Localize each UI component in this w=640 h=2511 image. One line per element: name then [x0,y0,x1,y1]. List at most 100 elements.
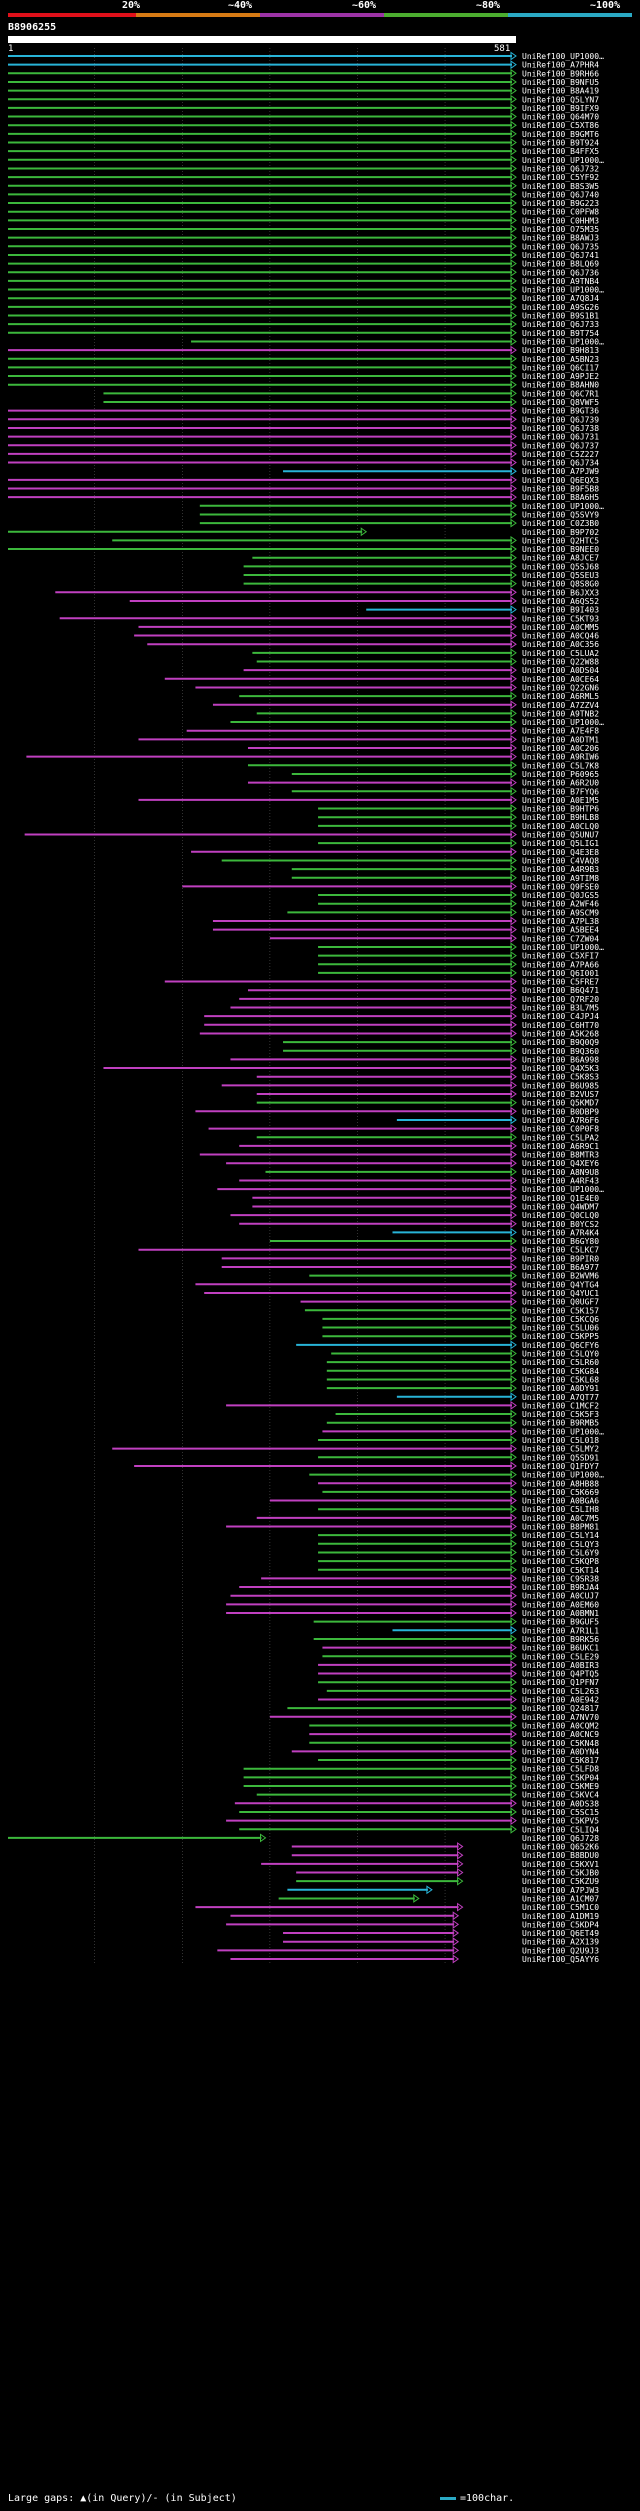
alignment-row[interactable]: UniRef100_Q6J734 [8,458,599,468]
alignment-row[interactable]: UniRef100_B2WVM6 [309,1271,599,1281]
alignment-row[interactable]: UniRef100_A7E4F8 [186,726,600,736]
hit-label[interactable]: UniRef100_B9G223 [522,199,599,208]
hit-label[interactable]: UniRef100_B9IFX9 [522,104,599,113]
hit-label[interactable]: UniRef100_UP1000… [522,1185,604,1194]
hit-label[interactable]: UniRef100_C4VAQ8 [522,856,599,865]
alignment-row[interactable]: UniRef100_C5L018 [318,1435,599,1445]
alignment-row[interactable]: UniRef100_A7R4K4 [392,1227,600,1237]
hit-label[interactable]: UniRef100_A8HB88 [522,1479,599,1488]
alignment-row[interactable]: UniRef100_A7R6F6 [396,1115,599,1125]
hit-label[interactable]: UniRef100_C5YF92 [522,173,599,182]
hit-label[interactable]: UniRef100_C5M1C0 [522,1903,599,1912]
hit-label[interactable]: UniRef100_Q22W88 [522,658,599,667]
alignment-row[interactable]: UniRef100_C5KPP5 [322,1331,599,1341]
hit-label[interactable]: UniRef100_Q4X5K3 [522,1064,599,1073]
hit-label[interactable]: UniRef100_A8JCE7 [522,554,599,563]
alignment-row[interactable]: UniRef100_A7PL38 [212,916,599,926]
hit-label[interactable]: UniRef100_A0BMN1 [522,1609,599,1618]
alignment-row[interactable]: UniRef100_A7R1L1 [392,1625,600,1635]
hit-label[interactable]: UniRef100_A2X139 [522,1938,599,1947]
alignment-row[interactable]: UniRef100_C5LQY3 [318,1539,599,1549]
alignment-row[interactable]: UniRef100_C5LIQ4 [239,1824,599,1834]
alignment-row[interactable]: UniRef100_B8AWJ3 [8,233,599,243]
hit-label[interactable]: UniRef100_B0YCS2 [522,1220,599,1229]
hit-label[interactable]: UniRef100_O75M35 [522,225,599,234]
alignment-row[interactable]: UniRef100_B6A977 [221,1262,600,1272]
hit-label[interactable]: UniRef100_A7PJW9 [522,467,599,476]
hit-label[interactable]: UniRef100_UP1000… [522,502,604,511]
alignment-row[interactable]: UniRef100_A6QS52 [129,596,600,606]
hit-label[interactable]: UniRef100_C0HHM3 [522,216,599,225]
alignment-row[interactable]: UniRef100_Q8VWF5 [103,397,599,407]
hit-label[interactable]: UniRef100_B9GMT6 [522,130,599,139]
alignment-row[interactable]: UniRef100_C5YF92 [8,172,599,182]
hit-label[interactable]: UniRef100_A7E4F8 [522,727,599,736]
alignment-row[interactable]: UniRef100_B2VUS7 [256,1089,600,1099]
hit-label[interactable]: UniRef100_A9TIM8 [522,874,599,883]
hit-label[interactable]: UniRef100_B9PIR0 [522,1254,599,1263]
hit-label[interactable]: UniRef100_C5KME9 [522,1782,599,1791]
alignment-row[interactable]: UniRef100_B9HLB8 [318,812,599,822]
alignment-row[interactable]: UniRef100_Q6J732 [8,163,599,173]
alignment-row[interactable]: UniRef100_C1MCF2 [226,1400,599,1410]
alignment-row[interactable]: UniRef100_B6A998 [230,1054,599,1064]
hit-label[interactable]: UniRef100_A7R4K4 [522,1228,599,1237]
hit-label[interactable]: UniRef100_P60965 [522,770,599,779]
alignment-row[interactable]: UniRef100_A0CLQ0 [318,821,599,831]
alignment-row[interactable]: UniRef100_Q7RF20 [239,994,599,1004]
alignment-row[interactable]: UniRef100_C5K817 [318,1755,599,1765]
alignment-row[interactable]: UniRef100_C5LR60 [326,1357,599,1367]
alignment-row[interactable]: UniRef100_Q6CFY6 [296,1340,599,1350]
hit-label[interactable]: UniRef100_Q0JGS5 [522,891,599,900]
alignment-row[interactable]: UniRef100_UP1000… [230,717,604,727]
hit-label[interactable]: UniRef100_C0Z3B0 [522,519,599,528]
hit-label[interactable]: UniRef100_Q5LYN7 [522,95,599,104]
hit-label[interactable]: UniRef100_Q6CI17 [522,363,599,372]
alignment-row[interactable]: UniRef100_Q6J737 [8,440,599,450]
alignment-row[interactable]: UniRef100_Q2U9J3 [217,1945,599,1955]
hit-label[interactable]: UniRef100_A2WF46 [522,900,599,909]
alignment-row[interactable]: UniRef100_C5KXV1 [261,1859,599,1869]
hit-label[interactable]: UniRef100_C5LIH8 [522,1505,599,1514]
alignment-row[interactable]: UniRef100_B9S1B1 [8,311,599,321]
alignment-row[interactable]: UniRef100_Q4X5K3 [103,1063,599,1073]
alignment-row[interactable]: UniRef100_A0DTM1 [138,734,600,744]
hit-label[interactable]: UniRef100_Q4WDM7 [522,1202,599,1211]
alignment-row[interactable]: UniRef100_A8N9U8 [265,1167,600,1177]
hit-label[interactable]: UniRef100_C9SR38 [522,1574,599,1583]
alignment-row[interactable]: UniRef100_Q6J738 [8,423,599,433]
alignment-row[interactable]: UniRef100_Q5SEU3 [243,570,600,580]
hit-label[interactable]: UniRef100_C5LE29 [522,1652,599,1661]
alignment-row[interactable]: UniRef100_Q5UNU7 [24,830,600,840]
hit-label[interactable]: UniRef100_A4R9B3 [522,865,599,874]
hit-label[interactable]: UniRef100_B9GUF5 [522,1618,599,1627]
hit-label[interactable]: UniRef100_A9RIW6 [522,753,599,762]
hit-label[interactable]: UniRef100_B8PM81 [522,1523,599,1532]
alignment-row[interactable]: UniRef100_Q4XEY6 [226,1158,599,1168]
alignment-row[interactable]: UniRef100_A4RF43 [239,1176,599,1186]
alignment-row[interactable]: UniRef100_B6JXX3 [55,587,599,597]
alignment-row[interactable]: UniRef100_A1DM19 [230,1911,599,1921]
hit-label[interactable]: UniRef100_B9RMB5 [522,1419,599,1428]
hit-label[interactable]: UniRef100_C5LPA2 [522,1133,599,1142]
hit-label[interactable]: UniRef100_C5KN48 [522,1739,599,1748]
alignment-row[interactable]: UniRef100_A0DS38 [234,1798,599,1808]
alignment-row[interactable]: UniRef100_C6HT70 [204,1020,599,1030]
alignment-row[interactable]: UniRef100_C7ZW04 [269,933,599,943]
hit-label[interactable]: UniRef100_C0P0F8 [522,1125,599,1134]
hit-label[interactable]: UniRef100_B6Q471 [522,986,599,995]
hit-label[interactable]: UniRef100_B7FYQ6 [522,787,599,796]
alignment-row[interactable]: UniRef100_C5LMY2 [112,1444,599,1454]
hit-label[interactable]: UniRef100_A5K268 [522,1029,599,1038]
hit-label[interactable]: UniRef100_B9GT36 [522,407,599,416]
hit-label[interactable]: UniRef100_Q5SEU3 [522,571,599,580]
hit-label[interactable]: UniRef100_Q2HTC5 [522,536,599,545]
hit-label[interactable]: UniRef100_A5BEE4 [522,926,599,935]
alignment-row[interactable]: UniRef100_C5L263 [326,1686,599,1696]
hit-label[interactable]: UniRef100_A7R1L1 [522,1626,599,1635]
hit-label[interactable]: UniRef100_Q4YUC1 [522,1289,599,1298]
hit-label[interactable]: UniRef100_C5KP04 [522,1773,599,1782]
alignment-row[interactable]: UniRef100_B6UKC1 [322,1643,599,1653]
alignment-row[interactable]: UniRef100_B9F5B8 [8,484,599,494]
hit-label[interactable]: UniRef100_B0DBP9 [522,1107,599,1116]
